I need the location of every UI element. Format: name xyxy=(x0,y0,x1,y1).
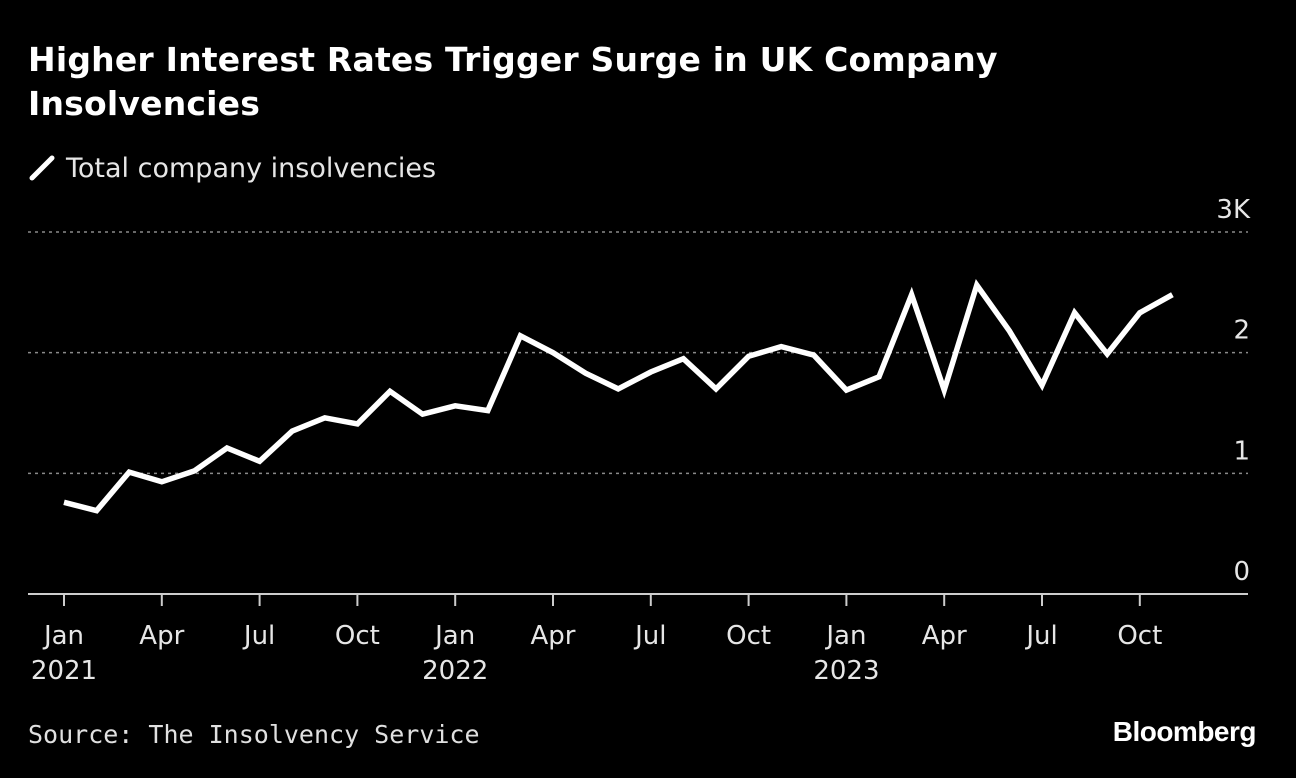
x-tick-label: Apr xyxy=(531,621,576,651)
x-tick-year-label: 2021 xyxy=(31,656,97,686)
data-point xyxy=(518,333,523,338)
data-point xyxy=(974,283,979,288)
data-point xyxy=(909,292,914,297)
x-tick-label: Jul xyxy=(242,621,275,651)
y-tick-label: 2 xyxy=(1233,316,1250,346)
data-point xyxy=(420,412,425,417)
data-point xyxy=(225,446,230,451)
data-point xyxy=(648,370,653,375)
chart-title: Higher Interest Rates Trigger Surge in U… xyxy=(28,40,998,123)
data-point xyxy=(1040,383,1045,388)
data-point xyxy=(453,403,458,408)
data-point xyxy=(714,386,719,391)
data-point xyxy=(681,356,686,361)
data-point xyxy=(1072,310,1077,315)
x-tick-label: Oct xyxy=(1117,621,1162,651)
data-point xyxy=(1137,310,1142,315)
legend-label: Total company insolvencies xyxy=(66,152,437,184)
x-tick-label: Jan xyxy=(824,621,866,651)
x-tick-label: Apr xyxy=(922,621,967,651)
gridlines xyxy=(28,231,1248,475)
data-point xyxy=(1170,292,1175,297)
data-point xyxy=(1007,328,1012,333)
data-point xyxy=(1105,351,1110,356)
data-point xyxy=(485,408,490,413)
data-point xyxy=(551,350,556,355)
x-tick-label: Apr xyxy=(139,621,184,651)
x-tick-label: Jan xyxy=(42,621,84,651)
data-point xyxy=(844,388,849,393)
data-point xyxy=(192,468,197,473)
x-axis xyxy=(28,593,1248,606)
data-point xyxy=(388,389,393,394)
y-tick-label: 0 xyxy=(1233,557,1250,587)
series-line-total-company-insolvencies xyxy=(63,278,1174,514)
data-point xyxy=(616,386,621,391)
data-point xyxy=(811,353,816,358)
data-point xyxy=(877,374,882,379)
source-note: Source: The Insolvency Service xyxy=(28,720,480,749)
legend: Total company insolvencies xyxy=(28,150,436,186)
data-point xyxy=(257,459,262,464)
data-point xyxy=(942,388,947,393)
x-tick-year-label: 2023 xyxy=(813,656,879,686)
x-tick-label: Jul xyxy=(1024,621,1057,651)
data-point xyxy=(779,344,784,349)
x-tick-label: Jan xyxy=(433,621,475,651)
y-tick-label: 3K xyxy=(1216,195,1251,225)
x-tick-label: Jul xyxy=(633,621,666,651)
y-axis-labels: 0 1 2 3K xyxy=(1216,195,1251,587)
data-point xyxy=(62,500,67,505)
data-point xyxy=(583,371,588,376)
data-point xyxy=(290,429,295,434)
data-point xyxy=(127,470,132,475)
data-point xyxy=(355,421,360,426)
bloomberg-logo: Bloomberg xyxy=(1112,716,1257,747)
x-tick-label: Oct xyxy=(726,621,771,651)
series xyxy=(62,278,1175,514)
data-point xyxy=(94,508,99,513)
x-tick-label: Oct xyxy=(335,621,380,651)
data-point xyxy=(746,354,751,359)
x-tick-year-label: 2022 xyxy=(422,656,488,686)
legend-line-icon xyxy=(29,155,55,181)
data-point xyxy=(322,415,327,420)
x-axis-labels: Jan 2021 Apr Jul Oct Jan 2022 Apr Jul Oct Jan 2023 A… xyxy=(31,621,1162,686)
y-tick-label: 1 xyxy=(1233,436,1250,466)
data-point xyxy=(159,479,164,484)
